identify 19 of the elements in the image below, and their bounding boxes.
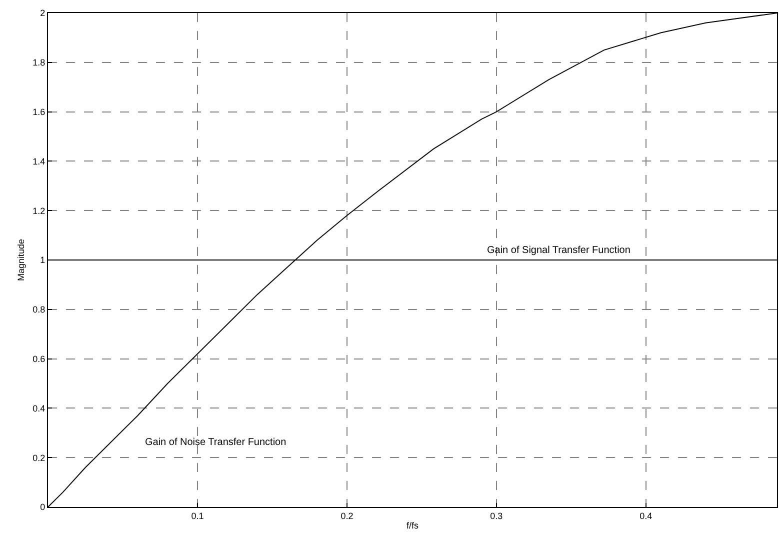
y-tick-label: 0.4	[32, 403, 46, 414]
y-tick-label: 2	[40, 8, 46, 18]
y-tick-label: 0.8	[32, 304, 46, 315]
y-axis-title: Magnitude	[16, 238, 26, 282]
y-tick-label: 1.2	[32, 206, 46, 216]
y-tick-label: 0.6	[32, 354, 46, 364]
y-tick-label: 0.2	[32, 452, 46, 463]
y-tick-label: 1	[40, 255, 46, 266]
annotation: Gain of Signal Transfer Function	[487, 245, 630, 256]
x-tick-label: 0.2	[340, 510, 354, 521]
y-tick-label: 1.4	[32, 156, 46, 166]
x-tick-label: 0.3	[490, 510, 503, 521]
x-tick-label: 0.4	[640, 510, 652, 521]
x-axis-title: f/fs	[406, 520, 419, 531]
y-tick-label: 1.8	[32, 58, 46, 68]
y-tick-label: 1.6	[32, 106, 46, 117]
y-tick-label: 0	[40, 502, 46, 512]
annotation: Gain of Noise Transfer Function	[145, 437, 286, 448]
x-tick-label: 0.1	[191, 510, 204, 521]
